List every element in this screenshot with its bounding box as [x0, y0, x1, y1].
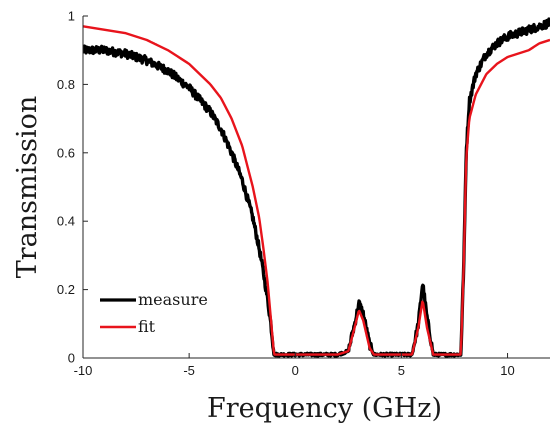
y-tick-label: 0.4	[57, 214, 75, 229]
x-tick-label: 0	[292, 363, 299, 378]
x-tick-label: -10	[74, 363, 93, 378]
legend-label-measure: measure	[138, 290, 208, 309]
plot-area	[83, 17, 550, 358]
y-tick-label: 0	[68, 351, 75, 366]
x-axis-title: Frequency (GHz)	[207, 393, 442, 423]
x-tick-label: 5	[398, 363, 405, 378]
y-tick-label: 0.8	[57, 77, 75, 92]
axes	[82, 16, 550, 359]
series-line-fit	[83, 25, 550, 356]
y-axis-title: Transmission	[12, 96, 43, 279]
ticks: -10 -5 0 5 10 0 0.2 0.4 0.6 0.8 1	[57, 9, 515, 379]
legend-label-fit: fit	[138, 317, 156, 336]
y-tick-label: 1	[68, 9, 75, 24]
y-tick-label: 0.2	[57, 282, 75, 297]
y-tick-label: 0.6	[57, 145, 75, 160]
legend: measure fit	[100, 290, 208, 336]
x-tick-label: -5	[183, 363, 195, 378]
x-tick-label: 10	[500, 363, 514, 378]
